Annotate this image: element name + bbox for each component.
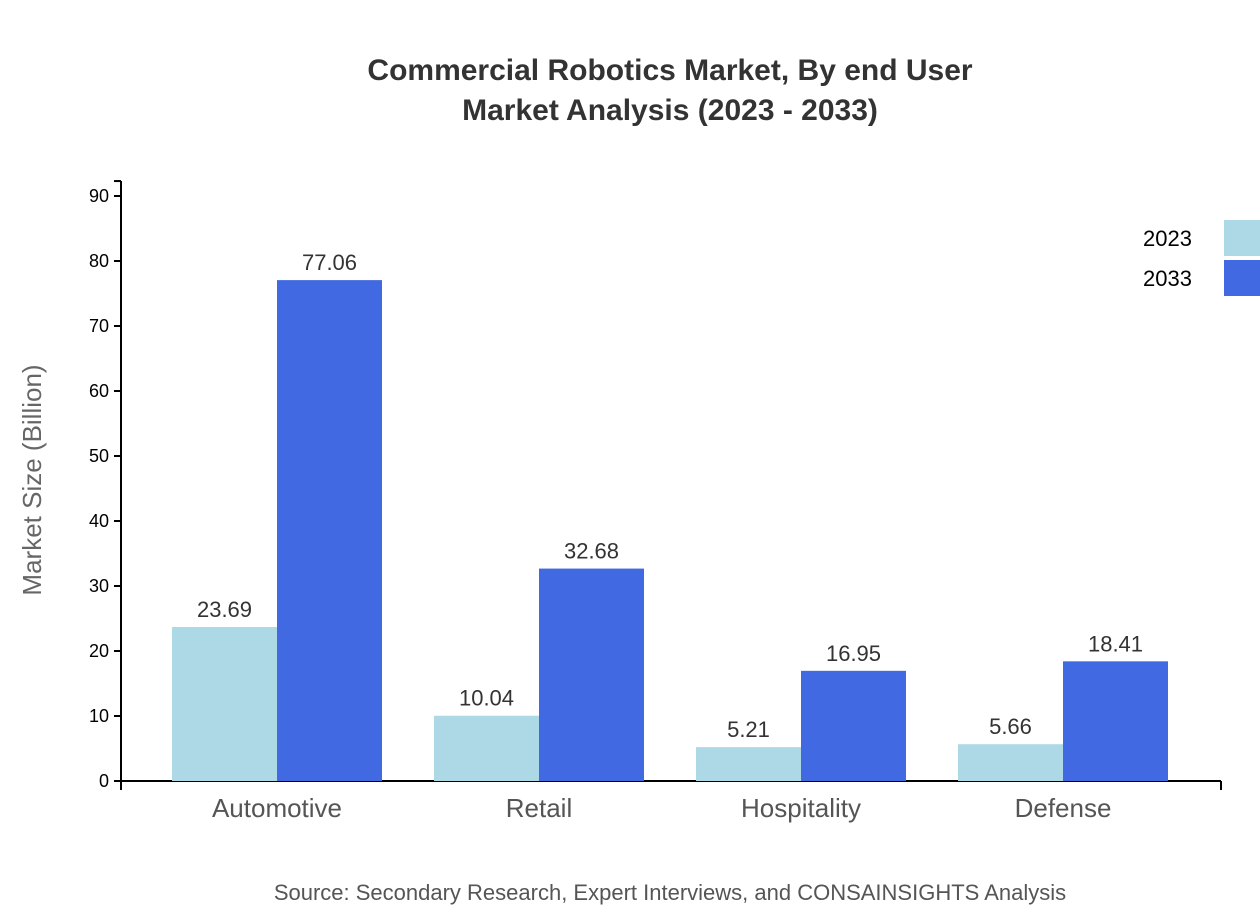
y-tick-label: 70 [89,316,109,336]
bar-2033-hospitality [801,670,906,781]
x-tick-label: Automotive [212,793,342,823]
data-label: 16.95 [826,641,881,666]
data-label: 10.04 [459,686,514,711]
chart-subtitle: Market Analysis (2023 - 2033) [462,94,878,127]
y-axis-label: Market Size (Billion) [17,364,47,595]
y-tick-label: 40 [89,511,109,531]
chart-title: Commercial Robotics Market, By end User [367,54,973,87]
bar-2033-defense [1063,661,1168,781]
bar-2033-automotive [277,280,382,781]
y-tick-label: 20 [89,641,109,661]
x-tick-label: Hospitality [741,793,861,823]
data-label: 77.06 [302,250,357,275]
data-label: 32.68 [564,539,619,564]
legend-swatch-2023 [1224,220,1260,256]
y-tick-label: 30 [89,576,109,596]
legend-label-2033: 2033 [1143,266,1192,291]
data-label: 5.66 [989,714,1032,739]
data-label: 23.69 [197,597,252,622]
bar-2023-defense [958,744,1063,781]
legend-label-2023: 2023 [1143,226,1192,251]
y-tick-label: 50 [89,446,109,466]
bar-2023-hospitality [696,747,801,781]
data-label: 18.41 [1088,631,1143,656]
bar-2023-automotive [172,627,277,781]
y-tick-label: 60 [89,381,109,401]
y-tick-label: 0 [99,771,109,791]
data-label: 5.21 [727,717,770,742]
source-note: Source: Secondary Research, Expert Inter… [274,880,1066,905]
legend-swatch-2033 [1224,260,1260,296]
y-tick-label: 90 [89,186,109,206]
x-tick-label: Defense [1015,793,1112,823]
y-tick-label: 10 [89,706,109,726]
y-tick-label: 80 [89,251,109,271]
bar-2023-retail [434,715,539,781]
x-tick-label: Retail [506,793,572,823]
bar-2033-retail [539,568,644,781]
